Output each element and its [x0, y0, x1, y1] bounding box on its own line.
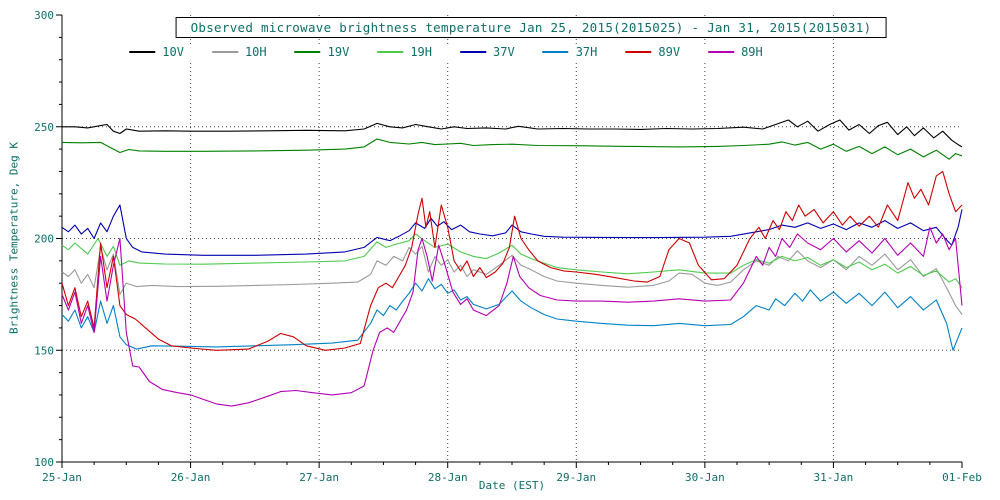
legend-label: 89V — [658, 45, 681, 59]
legend-item-89H: 89H — [708, 45, 763, 59]
legend-item-10H: 10H — [211, 45, 267, 59]
x-tick-label: 25-Jan — [42, 471, 82, 484]
legend-swatch-19H — [377, 51, 404, 53]
legend-swatch-10V — [129, 51, 156, 53]
legend-swatch-37H — [542, 51, 569, 53]
x-axis-label: Date (EST) — [478, 479, 546, 492]
legend-swatch-37V — [460, 51, 486, 53]
x-tick-label: 28-Jan — [428, 471, 468, 484]
legend-label: 19H — [410, 45, 432, 59]
legend-swatch-19V — [294, 51, 321, 53]
legend-swatch-10H — [211, 51, 238, 53]
x-tick-label: 01-Feb — [942, 471, 982, 484]
x-tick-label: 29-Jan — [556, 471, 596, 484]
chart-legend: 10V 10H 19V 19H 37V 37H 89V 89H — [123, 44, 769, 60]
x-tick-label: 26-Jan — [171, 471, 211, 484]
x-tick-label: 27-Jan — [299, 471, 339, 484]
series-line-19V — [61, 138, 963, 160]
y-tick-label: 100 — [34, 456, 54, 469]
legend-item-19H: 19H — [377, 45, 432, 59]
y-tick-label: 300 — [34, 9, 54, 22]
series-line-37H — [61, 278, 963, 351]
y-tick-label: 200 — [34, 233, 54, 246]
legend-label: 10H — [244, 45, 267, 59]
legend-label: 89H — [741, 45, 763, 59]
chart-title-box: Observed microwave brightness temperatur… — [175, 17, 887, 38]
legend-item-89V: 89V — [625, 45, 680, 59]
series-line-10V — [62, 119, 963, 148]
legend-label: 37V — [493, 45, 515, 59]
legend-item-10V: 10V — [129, 45, 184, 59]
x-tick-label: 30-Jan — [685, 471, 725, 484]
legend-label: 19V — [327, 45, 350, 59]
y-tick-label: 150 — [34, 344, 54, 357]
legend-item-37H: 37H — [542, 45, 598, 59]
series-line-19H — [61, 233, 963, 289]
y-axis-label: Brightness Temperature, Deg K — [7, 141, 21, 335]
x-tick-label: 31-Jan — [814, 471, 854, 484]
series-line-10H — [61, 245, 963, 315]
legend-item-19V: 19V — [294, 45, 350, 59]
legend-label: 10V — [162, 45, 184, 59]
legend-item-37V: 37V — [460, 45, 515, 59]
legend-label: 37H — [575, 45, 598, 59]
legend-swatch-89V — [625, 51, 652, 53]
legend-swatch-89H — [708, 51, 735, 53]
y-tick-label: 250 — [34, 121, 54, 134]
series-line-89H — [61, 226, 963, 407]
chart-title: Observed microwave brightness temperatur… — [190, 20, 872, 35]
series-line-89V — [61, 170, 963, 351]
